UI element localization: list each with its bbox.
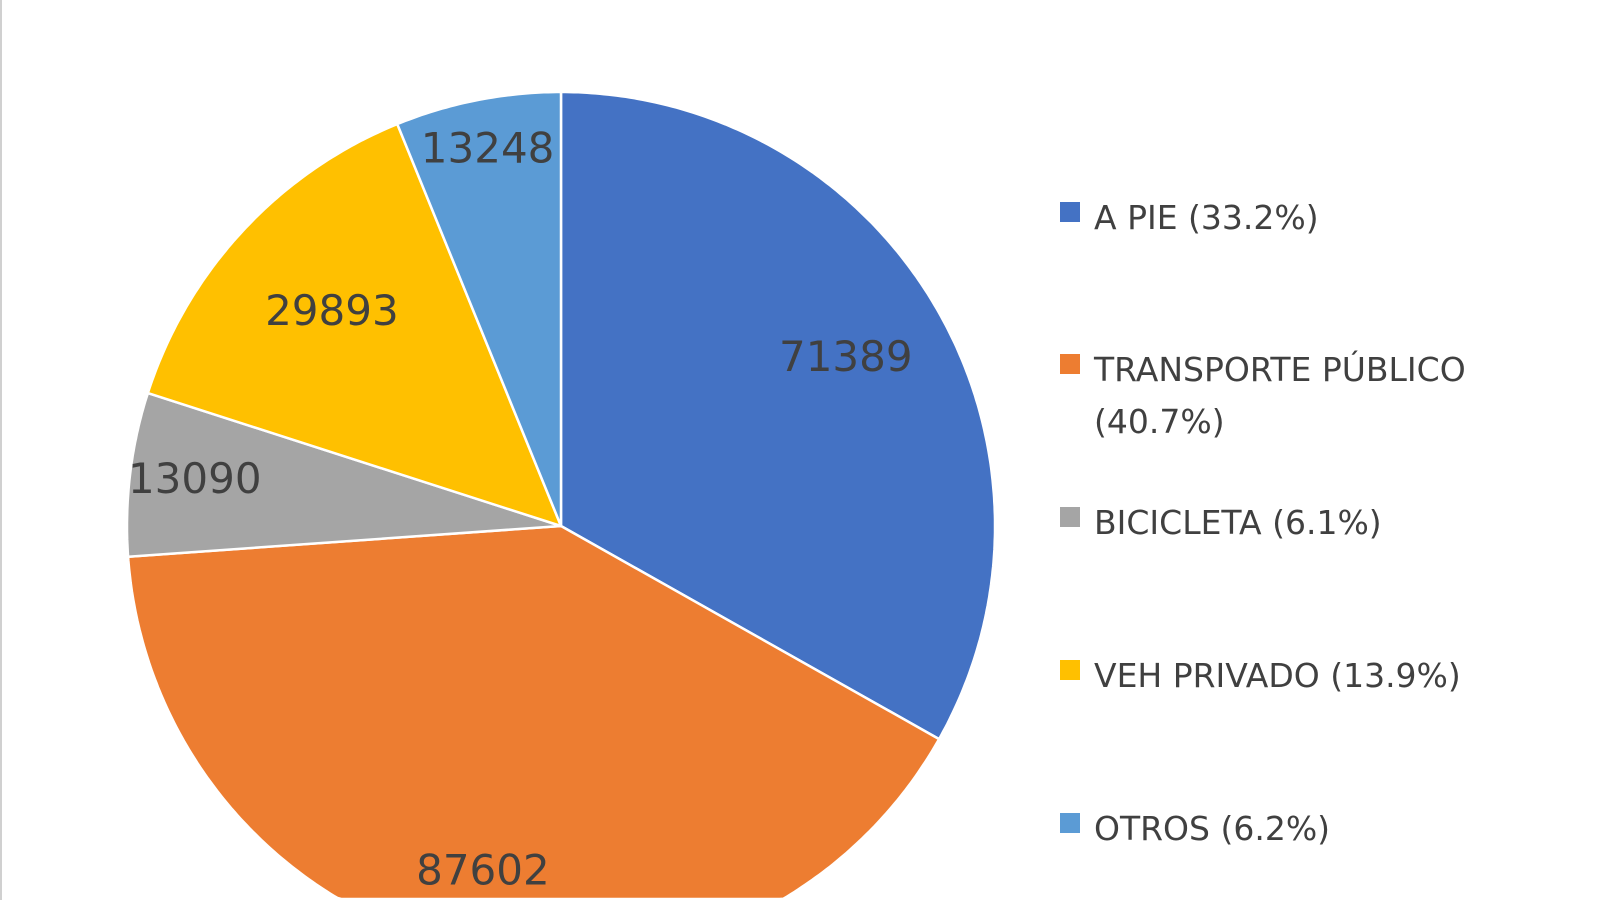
pie-slice: [125, 391, 563, 558]
data-label: 13248: [421, 124, 555, 173]
legend-swatch: [1060, 813, 1080, 833]
legend-label: TRANSPORTE PÚBLICO (40.7%): [1094, 350, 1466, 441]
legend-item-a-pie: A PIE (33.2%): [1060, 192, 1580, 244]
legend-item-bicicleta: BICICLETA (6.1%): [1060, 497, 1580, 549]
pie-slice: [126, 524, 941, 900]
legend-swatch: [1060, 202, 1080, 222]
chart-frame-border: [0, 0, 2, 900]
legend-swatch: [1060, 507, 1080, 527]
data-label: 71389: [779, 332, 913, 381]
legend-label: VEH PRIVADO (13.9%): [1094, 656, 1461, 695]
data-label: 29893: [265, 286, 399, 335]
legend-item-otros: OTROS (6.2%): [1060, 803, 1580, 855]
pie-slice: [559, 90, 997, 741]
legend-label: OTROS (6.2%): [1094, 809, 1331, 848]
legend-swatch: [1060, 354, 1080, 374]
legend-item-transporte-publico: TRANSPORTE PÚBLICO (40.7%): [1060, 344, 1480, 448]
pie-slice: [396, 90, 563, 528]
legend-label: A PIE (33.2%): [1094, 198, 1319, 237]
data-label: 87602: [416, 846, 550, 895]
pie-slice: [146, 122, 563, 528]
legend-item-veh-privado: VEH PRIVADO (13.9%): [1060, 650, 1580, 702]
legend-label: BICICLETA (6.1%): [1094, 503, 1382, 542]
data-label: 13090: [128, 454, 262, 503]
legend-swatch: [1060, 660, 1080, 680]
